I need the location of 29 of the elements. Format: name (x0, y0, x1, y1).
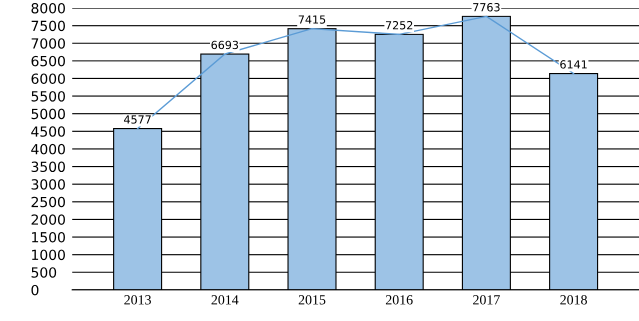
y-tick-label: 4500 (31, 126, 65, 137)
y-tick-label: 4000 (31, 144, 65, 154)
x-tick-label: 2013 (124, 295, 151, 304)
y-tick-label: 3000 (32, 179, 65, 190)
x-tick-label: 2017 (473, 295, 500, 304)
y-tick-label: 7500 (32, 20, 65, 32)
data-label: 7415 (298, 15, 326, 24)
x-tick-label: 2018 (560, 295, 587, 304)
x-tick-label: 2015 (298, 295, 326, 304)
y-tick-label: 3500 (32, 162, 65, 172)
y-tick-label: 6000 (32, 73, 65, 84)
y-tick-label: 2500 (32, 196, 65, 208)
y-tick-label: 1500 (32, 232, 65, 242)
x-tick-label: 2014 (212, 295, 238, 304)
data-label: 4577 (124, 115, 151, 124)
y-tick-label: 6500 (32, 56, 65, 66)
y-tick-label: 5000 (32, 108, 65, 120)
data-label: 7252 (386, 21, 412, 30)
data-label: 6141 (560, 60, 587, 69)
data-label: 7763 (473, 3, 500, 12)
x-tick-label: 2016 (386, 295, 413, 304)
y-tick-label: 500 (32, 267, 56, 278)
data-label: 6693 (211, 40, 238, 50)
y-tick-label: 7000 (32, 38, 65, 49)
y-tick-label: 1000 (32, 250, 65, 260)
y-tick-label: 5500 (32, 91, 65, 102)
y-tick-label: 2000 (32, 214, 65, 225)
y-tick-label: 0 (31, 284, 38, 296)
y-tick-label: 8000 (31, 2, 65, 14)
